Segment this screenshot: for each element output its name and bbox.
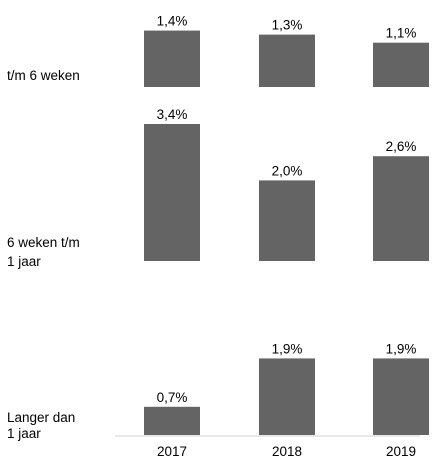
bar xyxy=(144,30,200,87)
bar xyxy=(373,156,429,261)
panel-label-line: 6 weken t/m xyxy=(7,235,80,250)
x-tick-label: 2018 xyxy=(272,444,302,459)
bar xyxy=(259,358,315,435)
data-label: 1,4% xyxy=(157,14,188,29)
data-label: 0,7% xyxy=(157,390,188,405)
bars-layer xyxy=(144,30,429,435)
panel-label-line: Langer dan xyxy=(7,410,75,425)
data-label: 1,9% xyxy=(386,341,417,356)
bar xyxy=(144,123,200,261)
category-labels: t/m 6 weken 6 weken t/m 1 jaar Langer da… xyxy=(7,68,80,441)
value-labels-layer: 1,4% 1,3% 1,1% 3,4% 2,0% 2,6% 0,7% 1,9% 1,9% xyxy=(157,14,417,405)
data-label: 1,1% xyxy=(386,26,417,41)
panel-label-line: 1 jaar xyxy=(7,254,41,269)
x-tick-label: 2019 xyxy=(386,444,416,459)
x-tick-label: 2017 xyxy=(157,444,187,459)
panel-label-line: 1 jaar xyxy=(7,426,41,441)
bar xyxy=(373,358,429,435)
data-label: 1,3% xyxy=(272,18,303,33)
data-label: 2,0% xyxy=(272,163,303,178)
data-label: 2,6% xyxy=(386,139,417,154)
data-label: 1,9% xyxy=(272,341,303,356)
panel-label-line: t/m 6 weken xyxy=(7,68,80,83)
x-tick-labels: 2017 2018 2019 xyxy=(157,444,416,459)
bar xyxy=(144,406,200,435)
bar xyxy=(259,34,315,87)
bar xyxy=(259,180,315,261)
bar xyxy=(373,42,429,87)
data-label: 3,4% xyxy=(157,107,188,122)
